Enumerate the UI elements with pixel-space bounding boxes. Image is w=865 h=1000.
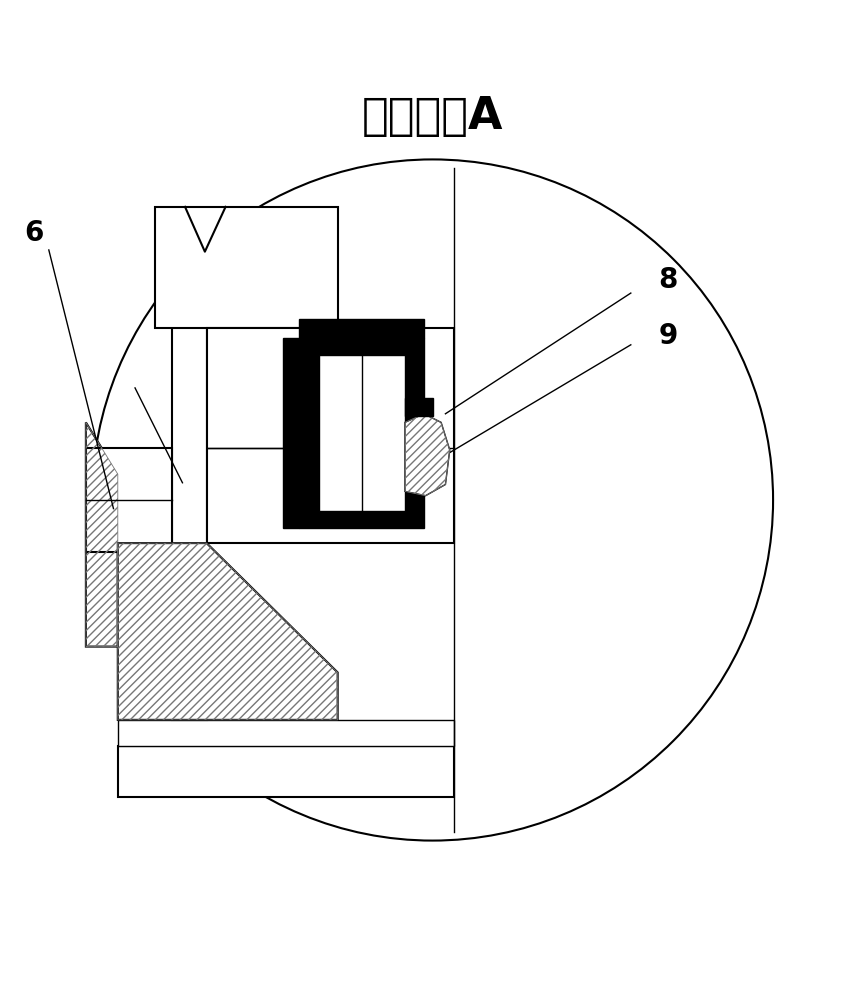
Bar [118, 720, 454, 746]
Polygon shape [86, 422, 118, 647]
Polygon shape [405, 414, 450, 496]
Bar [155, 207, 337, 328]
Bar [298, 319, 424, 338]
Text: 6: 6 [24, 219, 44, 247]
Text: 局部视图A: 局部视图A [362, 95, 503, 138]
Bar [318, 355, 405, 511]
Bar [118, 746, 454, 797]
Text: 8: 8 [658, 266, 678, 294]
Bar [207, 328, 454, 543]
Polygon shape [118, 543, 337, 720]
Bar [405, 398, 432, 416]
Bar [284, 338, 298, 528]
Bar [172, 267, 207, 720]
Bar [298, 338, 424, 528]
Text: 9: 9 [658, 322, 677, 350]
Bar [86, 448, 172, 552]
